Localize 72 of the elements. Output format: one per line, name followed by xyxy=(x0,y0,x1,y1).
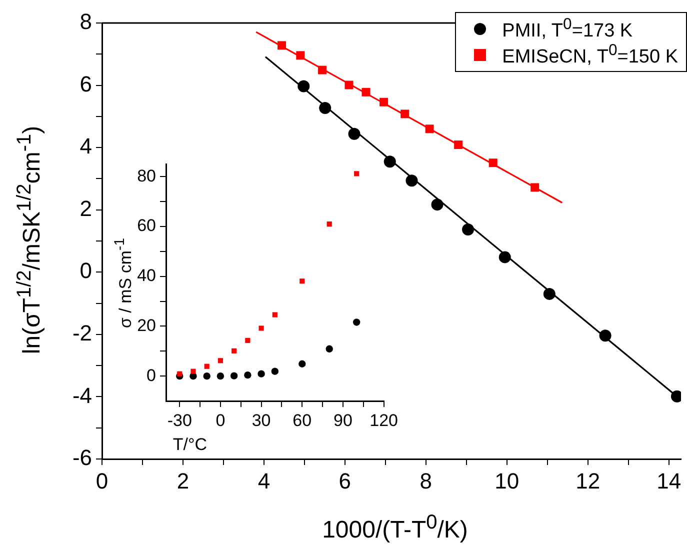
y-tick-label: 40 xyxy=(137,266,156,286)
y-tick-label: 80 xyxy=(137,166,156,186)
x-tick-label: 0 xyxy=(96,468,108,494)
x-tick-label: 120 xyxy=(370,410,398,430)
point xyxy=(319,102,332,114)
point xyxy=(272,312,278,318)
point xyxy=(498,251,511,264)
point xyxy=(300,278,305,284)
point xyxy=(543,288,556,300)
y-tick-label: -2 xyxy=(72,320,92,346)
x-tick-label: -30 xyxy=(167,410,192,430)
point xyxy=(218,358,223,364)
x-tick-label: 60 xyxy=(292,410,312,430)
point xyxy=(400,110,410,118)
x-tick-label: 10 xyxy=(494,468,520,494)
point xyxy=(352,318,360,326)
point xyxy=(454,140,463,150)
x-axis-title: 1000/(T-T$^{0}$/K) xyxy=(322,512,468,544)
point xyxy=(245,338,250,343)
x-tick-label: 12 xyxy=(576,468,600,494)
point xyxy=(271,368,279,375)
point xyxy=(258,370,265,378)
x-tick-label: 30 xyxy=(252,410,271,430)
y-tick-label: 0 xyxy=(80,258,92,284)
x-tick-label: 90 xyxy=(334,410,352,430)
point xyxy=(462,223,474,236)
legend-label: EMISeCN, T$^{0}$=150 K xyxy=(502,42,678,68)
point xyxy=(296,51,305,60)
point xyxy=(230,372,238,380)
y-tick-label: 20 xyxy=(137,316,156,335)
x-tick-label: 4 xyxy=(258,468,270,494)
point xyxy=(380,98,388,106)
x-tick-label: 8 xyxy=(420,468,432,494)
point xyxy=(203,372,210,380)
y-tick-label: 0 xyxy=(146,366,156,385)
point xyxy=(530,183,540,192)
y-tick-label: 4 xyxy=(80,134,92,159)
point xyxy=(362,88,370,96)
point xyxy=(425,124,434,134)
point xyxy=(384,156,396,168)
x-tick-label: 14 xyxy=(656,468,682,494)
point xyxy=(298,80,310,92)
point xyxy=(326,221,332,227)
x-axis-title: T/°C xyxy=(172,435,208,455)
point xyxy=(326,345,333,353)
y-tick-label: -4 xyxy=(72,382,92,408)
x-tick-label: 0 xyxy=(216,410,226,430)
point xyxy=(190,368,196,374)
point xyxy=(344,80,354,90)
point xyxy=(599,330,612,342)
point xyxy=(348,128,360,140)
point xyxy=(318,66,327,74)
y-tick-label: -6 xyxy=(72,445,92,470)
y-tick-label: 6 xyxy=(80,71,92,96)
x-tick-label: 2 xyxy=(176,468,190,494)
point xyxy=(258,326,264,331)
point xyxy=(177,371,182,376)
point xyxy=(204,364,210,369)
legend-label: PMII, T$^{0}$=173 K xyxy=(502,16,633,42)
point xyxy=(431,198,444,211)
point xyxy=(216,372,224,380)
y-tick-label: 2 xyxy=(80,196,92,221)
point xyxy=(354,171,360,176)
point xyxy=(278,41,286,50)
y-tick-label: 60 xyxy=(137,216,156,236)
y-tick-label: 8 xyxy=(80,9,92,34)
point xyxy=(406,174,418,187)
point xyxy=(244,371,252,379)
point xyxy=(488,158,498,168)
point xyxy=(232,348,237,354)
point xyxy=(298,360,306,368)
x-tick-label: 6 xyxy=(338,468,352,494)
